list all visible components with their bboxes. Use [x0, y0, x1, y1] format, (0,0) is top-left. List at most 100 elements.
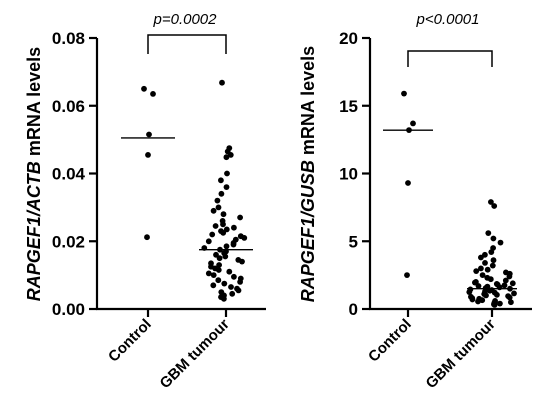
y-axis-label-left-rest: mRNA levels — [24, 47, 44, 161]
data-point — [205, 238, 212, 245]
data-point — [501, 282, 508, 289]
data-point — [488, 249, 495, 256]
data-point — [218, 190, 225, 197]
data-point — [141, 85, 147, 92]
data-point — [497, 300, 503, 307]
data-point — [484, 266, 491, 273]
data-point — [210, 207, 217, 214]
data-point — [494, 291, 500, 298]
y-tick-label: 0.06 — [52, 97, 85, 116]
significance-bracket — [407, 50, 493, 67]
data-point — [485, 230, 492, 237]
data-point — [506, 273, 513, 280]
data-point — [216, 255, 223, 262]
data-point — [215, 277, 222, 284]
data-point — [472, 279, 478, 286]
data-point — [401, 90, 407, 97]
data-point — [479, 272, 486, 278]
data-point — [145, 152, 151, 158]
data-point — [229, 290, 236, 297]
data-point — [221, 280, 228, 287]
data-point — [497, 239, 504, 246]
data-point — [220, 221, 226, 228]
data-point — [227, 152, 234, 158]
data-point — [488, 199, 494, 205]
data-point — [220, 229, 227, 236]
data-point — [466, 289, 473, 295]
data-point — [241, 235, 248, 241]
data-point — [230, 241, 237, 248]
panel-right-gusb: p<0.0001 RAPGEF1/GUSB mRNA levels 0 5 10 15… — [298, 11, 532, 392]
data-point — [404, 272, 410, 278]
data-point — [222, 253, 229, 260]
y-tick-label: 10 — [339, 165, 358, 184]
data-point — [218, 177, 224, 184]
data-point — [219, 79, 225, 86]
data-point — [231, 273, 237, 280]
data-point — [506, 294, 513, 301]
y-tick-label: 0.08 — [52, 29, 85, 48]
data-point — [475, 283, 482, 289]
data-point — [489, 262, 496, 269]
data-point — [146, 131, 152, 138]
y-axis-label-right-rest: mRNA levels — [298, 46, 318, 160]
data-point — [209, 231, 216, 238]
data-point — [511, 290, 517, 297]
data-point — [235, 287, 242, 294]
x-category-label: GBM tumour — [157, 316, 233, 392]
data-point — [237, 214, 244, 221]
data-point — [473, 268, 480, 274]
data-point — [509, 280, 516, 287]
panel-left-actb: p=0.0002 RAPGEF1/ACTB mRNA levels 0.00 0.… — [24, 11, 266, 392]
data-point — [491, 203, 498, 209]
data-point — [490, 257, 497, 264]
data-point — [237, 279, 244, 285]
y-axis-label-left-italic: RAPGEF1/ACTB — [24, 161, 44, 301]
data-point — [469, 296, 476, 303]
data-point — [410, 120, 416, 127]
data-point — [228, 284, 234, 290]
data-point — [223, 226, 230, 233]
y-tick-label: 0.04 — [52, 165, 86, 184]
data-point — [205, 270, 212, 277]
data-point — [216, 262, 223, 268]
y-tick-label: 0.00 — [52, 300, 85, 319]
data-point — [490, 235, 497, 242]
data-point — [144, 234, 150, 241]
data-point — [210, 282, 217, 289]
data-point — [487, 276, 494, 283]
data-point — [405, 180, 411, 186]
x-category-label: Control — [365, 316, 415, 366]
y-axis-label-left: RAPGEF1/ACTB mRNA levels — [24, 47, 44, 301]
data-point — [220, 211, 227, 218]
p-value-right: p<0.0001 — [416, 11, 480, 28]
data-point — [482, 260, 488, 266]
data-point — [508, 299, 514, 306]
y-tick-label: 0.02 — [52, 232, 85, 251]
data-point — [478, 254, 484, 261]
y-tick-label: 0 — [349, 300, 358, 319]
y-axis-label-right: RAPGEF1/GUSB mRNA levels — [298, 46, 318, 302]
data-point — [502, 277, 509, 284]
data-point — [223, 184, 230, 191]
data-point — [239, 258, 245, 265]
data-point — [150, 91, 156, 97]
data-point — [213, 251, 219, 258]
data-point — [223, 154, 230, 161]
significance-bracket — [147, 34, 227, 54]
x-category-label: GBM tumour — [423, 316, 499, 392]
p-value-left: p=0.0002 — [153, 11, 218, 28]
y-axis-label-right-italic: RAPGEF1/GUSB — [298, 160, 318, 302]
data-point — [212, 223, 219, 229]
data-point — [231, 224, 237, 231]
data-point — [215, 267, 222, 273]
data-point — [491, 302, 498, 308]
data-point — [478, 265, 484, 272]
data-point — [226, 268, 233, 275]
data-point — [221, 295, 227, 302]
data-point — [224, 170, 230, 177]
data-point — [210, 272, 217, 278]
data-point — [214, 197, 221, 204]
x-category-label: Control — [105, 316, 155, 366]
